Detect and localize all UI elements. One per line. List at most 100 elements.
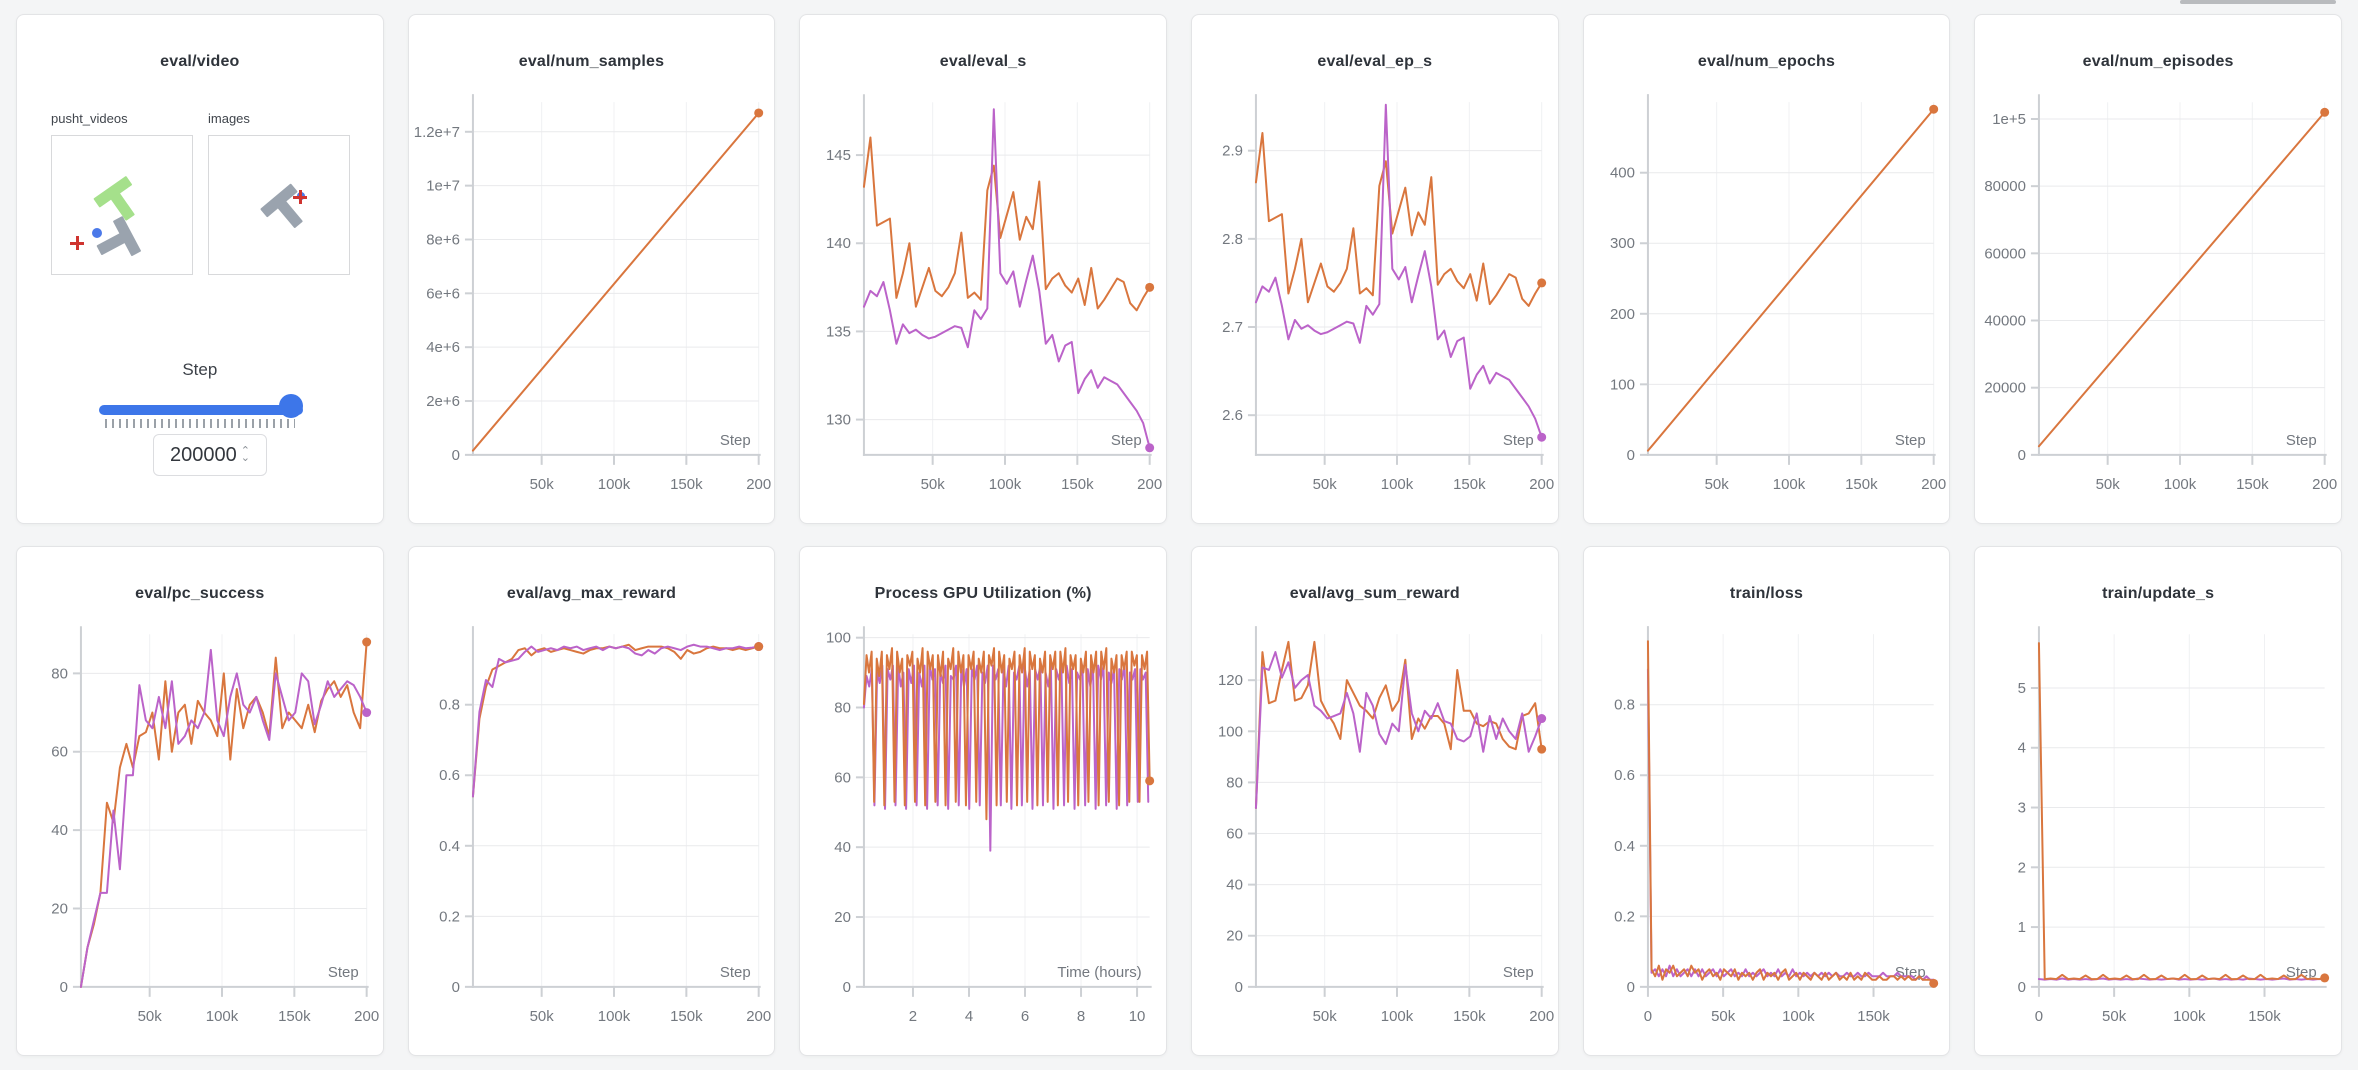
chart-eval-pc-success[interactable]: 50k 100k 150k 200 0 20 40 60 80 Step [17,619,383,1049]
chart-train-update-s[interactable]: 0 50k 100k 150k 0 1 2 3 4 5 Step [1975,619,2341,1049]
video-player-images[interactable] [208,135,350,275]
y-tick-label: 0 [1626,979,1634,996]
series-end-dot [1537,432,1547,442]
panel-title: train/update_s [2102,585,2215,602]
x-axis-title: Time (hours) [1058,964,1142,981]
step-value: 200000 [170,443,237,466]
y-tick-label: 40 [835,839,852,856]
step-number-input[interactable]: 200000 ⌃ ⌄ [153,434,267,476]
chart-eval-avg-sum-reward[interactable]: 50k 100k 150k 200 0 20 40 60 80 100 120 Step [1192,619,1558,1049]
y-tick-label: 20 [1226,928,1243,945]
y-tick-label: 0.6 [1614,767,1635,784]
series-end-dot [1928,978,1938,988]
series-line-run_purple [79,648,368,988]
chart-eval-eval-ep-s[interactable]: 50k 100k 150k 200 2.6 2.7 2.8 2.9 Step [1192,87,1558,517]
series-line-run_orange [863,647,1151,821]
y-tick-label: 0 [843,979,851,996]
chart-eval-num-samples[interactable]: 50k 100k 150k 200 0 2e+6 4e+6 6e+6 8e+6 1e+7 1.2e+… [409,87,775,517]
stepper-up-icon[interactable]: ⌃ [240,445,250,457]
panel-eval-avg-sum-reward: eval/avg_sum_reward 50k 100k 150k 200 0 20 40 6… [1190,546,1559,1056]
x-tick-label: 50k [2102,1008,2127,1025]
series-end-dot [1145,282,1155,292]
x-tick-label: 200 [2313,476,2338,493]
panel-eval-video: eval/video pusht_videos images Step 2000… [16,14,384,524]
series-line-run_purple [1254,103,1543,439]
x-tick-label: 150k [1453,1008,1486,1025]
series-line-run_purple [471,643,760,798]
step-slider-label: Step [182,360,218,379]
y-tick-label: 100 [1610,376,1635,393]
y-tick-label: 1e+7 [426,178,460,195]
stepper-down-icon[interactable]: ⌄ [240,452,250,464]
y-tick-label: 20000 [1985,380,2027,397]
panel-train-update-s: train/update_s 0 50k 100k 150k 0 1 2 3 4 5 Step [1974,546,2342,1056]
series-line-run_purple [1646,668,1935,981]
y-tick-label: 0 [451,447,459,464]
panel-eval-pc-success: eval/pc_success 50k 100k 150k 200 0 20 40 60 80 S… [16,546,384,1056]
x-axis-title: Step [720,432,751,449]
panel-title: eval/video [160,53,240,70]
x-tick-label: 100k [1772,476,1805,493]
y-tick-label: 140 [826,235,851,252]
y-tick-label: 0 [1626,447,1634,464]
x-tick-label: 150k [1061,476,1094,493]
y-tick-label: 0 [451,979,459,996]
x-tick-label: 2 [909,1008,917,1025]
y-tick-label: 0 [2018,979,2026,996]
y-tick-label: 2 [2018,859,2026,876]
series-end-dot [753,108,763,118]
step-slider-thumb[interactable] [279,394,303,418]
x-tick-label: 50k [921,476,946,493]
series-line-run_purple [863,108,1151,449]
x-axis-title: Step [328,964,359,981]
series-end-dot [2320,973,2330,983]
video-label-images: images [208,111,250,126]
x-tick-label: 100k [1381,476,1414,493]
x-tick-label: 10 [1129,1008,1146,1025]
x-axis-title: Step [1111,432,1142,449]
x-tick-label: 150k [1453,476,1486,493]
y-tick-label: 200 [1610,306,1635,323]
panel-title: eval/num_epochs [1697,53,1836,70]
series-line-run_orange [2038,111,2326,448]
y-tick-label: 4 [2018,740,2026,757]
x-tick-label: 100k [1381,1008,1414,1025]
y-tick-label: 100 [826,630,851,647]
series-end-dot [2320,107,2330,117]
horizontal-scrollbar[interactable] [2180,0,2336,4]
series-line-run_orange [1646,108,1935,452]
x-tick-label: 200 [1921,476,1946,493]
x-tick-label: 150k [1857,1008,1890,1025]
x-tick-label: 50k [2096,476,2121,493]
y-tick-label: 1 [2018,919,2026,936]
stepper-icons[interactable]: ⌃ ⌄ [240,445,250,464]
x-tick-label: 100k [597,1008,630,1025]
x-tick-label: 100k [2173,1008,2206,1025]
chart-eval-eval-s[interactable]: 50k 100k 150k 200 130 135 140 145 Step [800,87,1166,517]
x-tick-label: 150k [278,1008,311,1025]
panel-title: eval/eval_s [939,53,1027,70]
y-tick-label: 120 [1218,672,1243,689]
step-slider[interactable] [99,405,303,415]
y-tick-label: 0 [60,979,68,996]
series-end-dot [362,637,372,647]
x-tick-label: 100k [2164,476,2197,493]
chart-eval-num-epochs[interactable]: 50k 100k 150k 200 0 100 200 300 400 Step [1584,87,1950,517]
pusht-target-cross-icon [70,236,84,250]
video-player-pusht[interactable] [51,135,193,275]
series-line-run_orange [471,643,760,798]
chart-eval-num-episodes[interactable]: 50k 100k 150k 200 0 20000 40000 60000 80000 1e+5 S… [1975,87,2341,517]
series-line-run_purple [1254,651,1543,809]
series-end-dot [1928,104,1938,114]
panel-eval-num-episodes: eval/num_episodes 50k 100k 150k 200 0 20000 40… [1974,14,2342,524]
y-tick-label: 8e+6 [426,231,460,248]
x-tick-label: 8 [1077,1008,1085,1025]
x-tick-label: 0 [2035,1008,2043,1025]
y-tick-label: 60000 [1985,245,2027,262]
y-tick-label: 130 [826,412,851,429]
x-tick-label: 50k [138,1008,163,1025]
x-axis-title: Step [1895,432,1926,449]
chart-eval-avg-max-reward[interactable]: 50k 100k 150k 200 0 0.2 0.4 0.6 0.8 Step [409,619,775,1049]
